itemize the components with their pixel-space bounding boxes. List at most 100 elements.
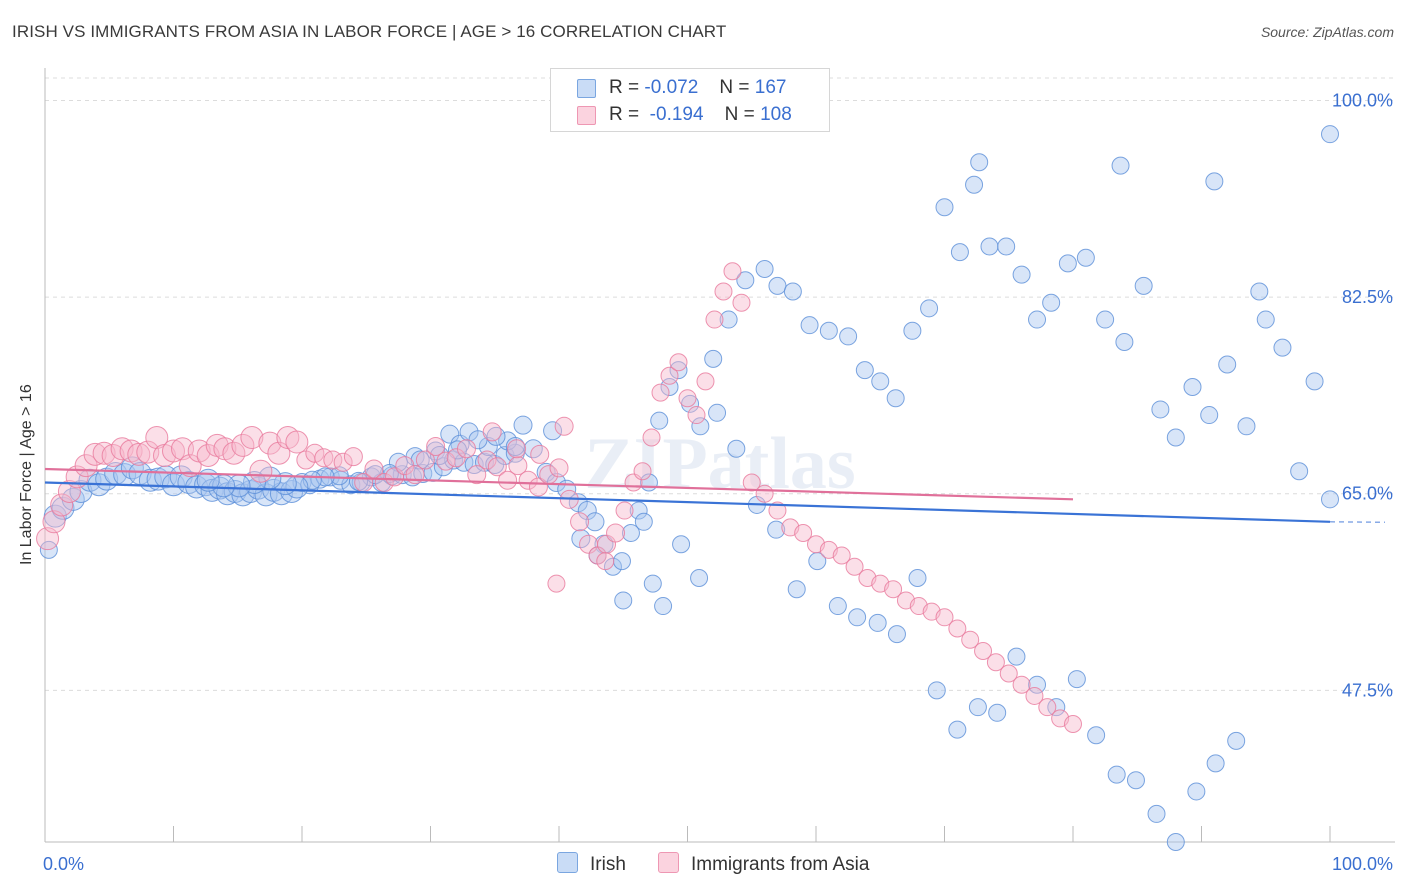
irish-point	[704, 349, 723, 368]
irish-point	[478, 437, 498, 457]
asia-point	[633, 462, 652, 481]
irish-point	[612, 552, 631, 571]
asia-point	[723, 262, 742, 281]
asia-point	[240, 426, 264, 450]
irish-point	[1115, 333, 1134, 352]
irish-point	[887, 625, 906, 644]
irish-point	[1028, 310, 1047, 329]
legend-label-irish: Irish	[590, 854, 626, 875]
irish-point	[1028, 675, 1047, 694]
asia-point	[162, 439, 185, 463]
asia-point	[606, 523, 626, 543]
irish-point	[643, 574, 662, 593]
y-tick-label: 100.0%	[1332, 90, 1393, 110]
irish-point	[1111, 156, 1130, 175]
irish-point	[1096, 310, 1115, 329]
irish-point	[1147, 804, 1166, 823]
asia-point	[231, 433, 255, 457]
legend-n-value: 167	[754, 77, 787, 98]
asia-point	[742, 473, 761, 492]
irish-point	[767, 520, 786, 539]
asia-point	[678, 389, 697, 408]
irish-point	[768, 276, 787, 295]
irish-point	[800, 316, 819, 335]
irish-point	[577, 501, 597, 521]
irish-point	[1256, 310, 1275, 329]
irish-point	[1012, 265, 1031, 284]
irish-point	[1107, 765, 1126, 784]
asia-point	[222, 441, 246, 465]
irish-point	[1183, 377, 1202, 396]
irish-point	[886, 389, 905, 408]
irish-swatch-icon	[577, 79, 596, 98]
asia-point	[549, 458, 569, 478]
legend-r-value: -0.072	[644, 77, 699, 98]
asia-point	[755, 484, 774, 503]
chart-title: IRISH VS IMMIGRANTS FROM ASIA IN LABOR F…	[12, 22, 727, 41]
irish-point	[839, 327, 858, 346]
y-tick-label: 47.5%	[1342, 680, 1393, 700]
correlation-legend: R = -0.072 N = 167 R = -0.194 N = 108	[550, 68, 830, 132]
asia-point	[333, 452, 353, 472]
irish-point	[727, 439, 746, 458]
irish-trendline	[44, 481, 1331, 523]
irish-point	[708, 403, 727, 422]
irish-point	[848, 608, 867, 627]
irish-point	[629, 501, 648, 520]
irish-point	[146, 467, 170, 491]
asia-point	[57, 479, 81, 503]
asia-point	[83, 442, 107, 466]
legend-r-value: -0.194	[649, 104, 704, 125]
y-tick-label: 82.5%	[1342, 287, 1393, 307]
asia-point	[477, 450, 497, 470]
asia-point	[170, 437, 194, 461]
irish-point	[669, 361, 688, 380]
irish-point	[1206, 754, 1225, 773]
asia-point	[305, 443, 325, 463]
asia-point	[50, 493, 74, 517]
irish-point	[948, 720, 967, 739]
asia-point	[415, 450, 435, 470]
asia-point	[456, 439, 476, 459]
asia-point	[935, 608, 954, 627]
asia-point	[467, 465, 487, 485]
asia-point	[596, 552, 615, 571]
bottom-legend-irish: Irish	[557, 852, 626, 876]
irish-point	[855, 361, 874, 380]
irish-point	[787, 580, 806, 599]
irish-point	[1134, 276, 1153, 295]
irish-point	[1205, 172, 1224, 191]
asia-point	[714, 282, 733, 301]
asia-point	[732, 293, 751, 312]
irish-point	[1218, 355, 1237, 374]
asia-point	[258, 431, 282, 455]
irish-point	[1305, 372, 1324, 391]
irish-point	[927, 681, 946, 700]
irish-point	[783, 282, 802, 301]
x-tick-label: 0.0%	[43, 854, 84, 874]
asia-point	[127, 442, 151, 466]
asia-point	[570, 512, 590, 532]
asia-point	[554, 416, 574, 436]
irish-point	[1321, 125, 1339, 144]
irish-point	[1058, 254, 1077, 273]
legend-n-label: N =	[719, 77, 750, 98]
irish-point	[908, 568, 927, 587]
bottom-legend-asia: Immigrants from Asia	[658, 852, 869, 876]
irish-point	[621, 524, 640, 543]
irish-point	[690, 568, 709, 587]
irish-point	[1250, 282, 1269, 301]
irish-point	[828, 597, 847, 616]
irish-point	[546, 472, 566, 492]
asia-point	[507, 439, 527, 459]
asia-point	[651, 383, 670, 402]
asia-point	[518, 470, 538, 490]
asia-point	[948, 619, 967, 638]
asia-point	[845, 557, 864, 576]
irish-point	[1227, 731, 1246, 750]
asia-point	[794, 524, 813, 543]
irish-point	[614, 591, 633, 610]
irish-point	[1273, 338, 1292, 357]
irish-point	[571, 529, 591, 549]
asia-point	[498, 470, 518, 490]
